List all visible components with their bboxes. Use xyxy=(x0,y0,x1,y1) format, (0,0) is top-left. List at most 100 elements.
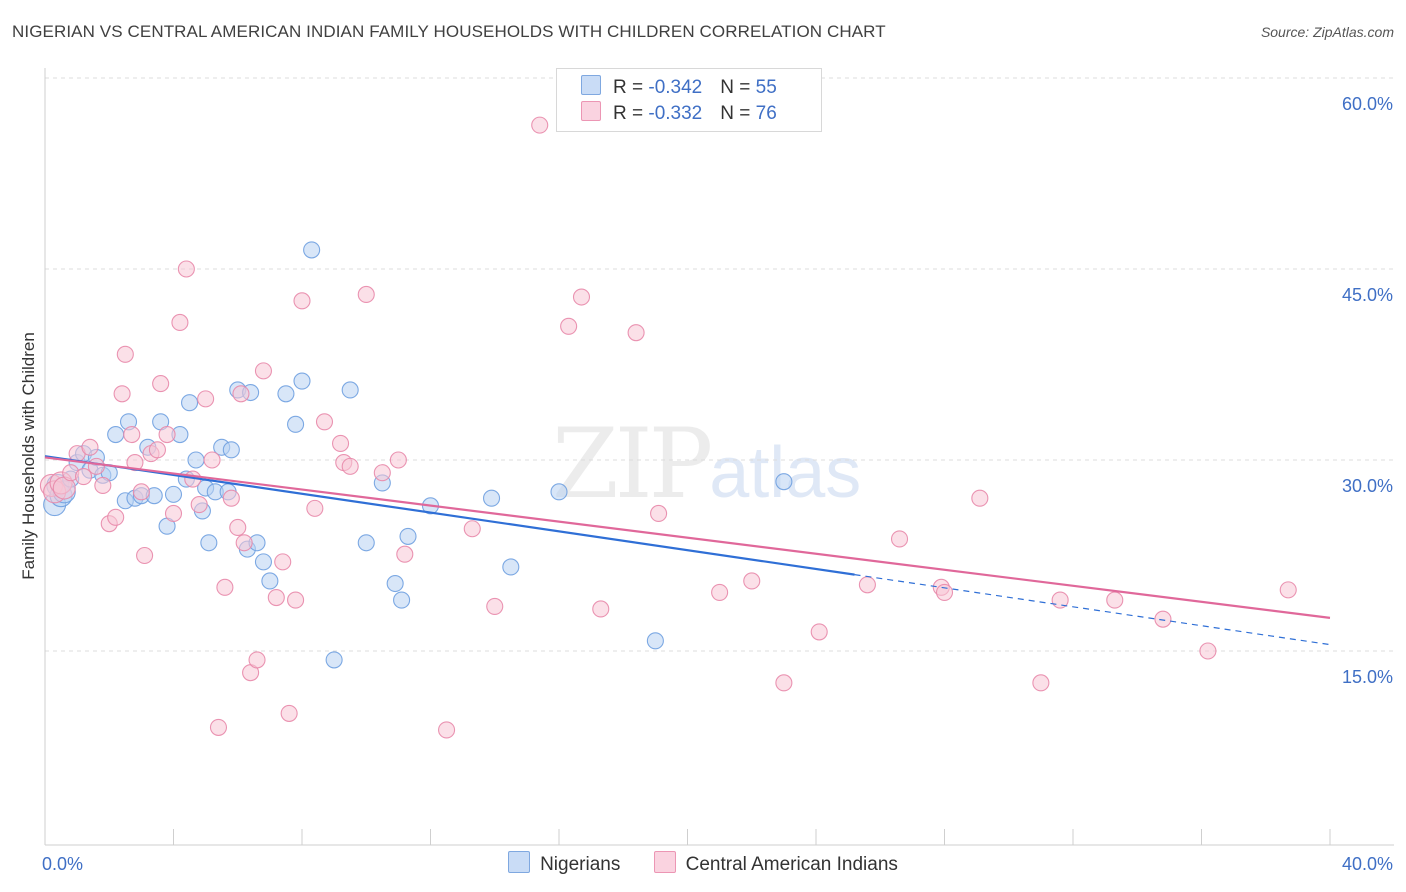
legend-n-label: N = xyxy=(720,77,756,98)
grid-lines xyxy=(45,77,1394,652)
legend-swatch-central-american-indians xyxy=(653,851,676,873)
legend-swatch-nigerians xyxy=(508,851,531,873)
nigerian-point xyxy=(181,394,199,412)
central-american-indian-point xyxy=(315,413,334,431)
watermark: ZIPatlas xyxy=(552,408,861,520)
central-american-indian-point xyxy=(775,674,793,692)
central-american-indian-point xyxy=(560,317,578,335)
central-american-indian-point xyxy=(743,572,761,590)
nigerian-point xyxy=(187,451,205,469)
central-american-indian-point xyxy=(627,324,645,342)
central-american-indian-point xyxy=(116,345,134,363)
watermark-zip: ZIP xyxy=(552,408,713,520)
nigerian-point xyxy=(200,534,218,552)
nigerian-point xyxy=(550,483,568,501)
nigerian-point xyxy=(646,632,664,650)
trend-lines xyxy=(44,455,1331,646)
nigerian-point xyxy=(341,381,359,399)
legend-label-central-american-indians: Central American Indians xyxy=(685,854,898,875)
central-american-indian-point xyxy=(87,457,105,475)
legend-item-central-american-indians[interactable]: Central American Indians xyxy=(653,851,898,876)
central-american-indian-point xyxy=(280,704,298,722)
central-american-indian-point xyxy=(190,496,208,514)
central-american-indian-point xyxy=(531,116,549,134)
central-american-indian-point xyxy=(1106,591,1124,609)
central-american-indian-point xyxy=(222,489,240,507)
central-american-indian-point xyxy=(1199,642,1217,660)
legend-row-nigerians: R = -0.342 N = 55 xyxy=(581,75,777,101)
axes xyxy=(44,68,1394,846)
central-american-indian-point xyxy=(197,390,215,408)
central-american-indian-point xyxy=(232,385,250,403)
central-american-indian-point xyxy=(1154,610,1172,628)
central-american-indian-point xyxy=(357,285,375,304)
central-american-indian-point xyxy=(274,553,292,571)
watermark-atlas: atlas xyxy=(709,433,862,513)
nigerian-point xyxy=(325,651,343,669)
y-axis-title: Family Households with Children xyxy=(19,332,38,580)
central-american-indian-point xyxy=(1032,674,1050,692)
central-american-indian-point xyxy=(171,313,189,332)
nigerian-point xyxy=(357,534,375,552)
nigerian-trend-extension xyxy=(854,574,1331,646)
y-tick-label: 15.0% xyxy=(1342,667,1393,687)
central-american-indian-point xyxy=(810,623,828,641)
y-tick-label: 45.0% xyxy=(1342,285,1393,305)
nigerian-trend-line xyxy=(44,455,855,576)
central-american-indian-point xyxy=(229,518,247,537)
central-american-indian-point xyxy=(209,718,228,736)
x-tick-label: 0.0% xyxy=(42,854,83,874)
central-american-indian-point xyxy=(203,451,221,469)
chart-title: NIGERIAN VS CENTRAL AMERICAN INDIAN FAMI… xyxy=(12,22,886,41)
legend-item-nigerians[interactable]: Nigerians xyxy=(508,851,620,876)
data-points xyxy=(39,116,1297,739)
y-tick-label: 60.0% xyxy=(1342,94,1393,114)
central-american-indian-point xyxy=(216,578,234,596)
central-american-indian-point xyxy=(486,597,504,615)
central-american-indian-point xyxy=(177,260,195,278)
central-american-indian-point xyxy=(858,576,876,594)
legend-n-label: N = xyxy=(720,103,756,124)
central-american-indian-point xyxy=(126,453,144,472)
nigerian-point xyxy=(399,527,417,545)
central-american-indian-point xyxy=(971,489,989,507)
central-american-indian-point xyxy=(341,457,359,475)
central-american-indian-point xyxy=(572,288,591,306)
legend-r-label: R = xyxy=(613,103,649,124)
nigerian-point xyxy=(254,553,273,571)
nigerian-point xyxy=(393,591,411,609)
central-american-indian-point xyxy=(306,499,324,517)
nigerian-point xyxy=(482,489,501,507)
central-american-indian-point xyxy=(164,504,183,523)
central-american-indian-point xyxy=(711,583,729,601)
nigerian-point xyxy=(303,241,321,259)
central-american-indian-point xyxy=(293,292,311,310)
y-tick-label: 30.0% xyxy=(1342,476,1393,496)
legend-n-value: 76 xyxy=(755,103,777,124)
legend-r-label: R = xyxy=(613,77,649,98)
nigerian-point xyxy=(261,572,279,590)
central-american-indian-point xyxy=(890,530,909,548)
legend-n-value: 55 xyxy=(755,77,777,98)
nigerian-point xyxy=(775,473,793,491)
central-american-indian-point xyxy=(113,385,131,403)
central-american-indian-point xyxy=(152,375,170,393)
nigerian-point xyxy=(386,574,404,593)
central-american-indian-point xyxy=(75,468,93,486)
central-american-indian-point xyxy=(389,451,407,469)
central-american-indian-point xyxy=(235,534,253,552)
central-american-indian-point xyxy=(158,425,176,444)
central-american-indian-point xyxy=(254,362,273,380)
central-american-indian-point xyxy=(248,651,266,669)
central-american-indian-point xyxy=(123,425,141,444)
legend-swatch-nigerians xyxy=(581,75,601,95)
central-american-indian-point xyxy=(592,600,610,618)
source-label: Source: ZipAtlas.com xyxy=(1260,24,1394,40)
central-american-indian-point xyxy=(132,483,150,501)
nigerian-point xyxy=(502,558,520,576)
central-american-indian-point xyxy=(94,476,112,495)
nigerian-point xyxy=(293,372,311,390)
central-american-indian-point xyxy=(148,441,166,459)
nigerian-point xyxy=(164,485,183,503)
